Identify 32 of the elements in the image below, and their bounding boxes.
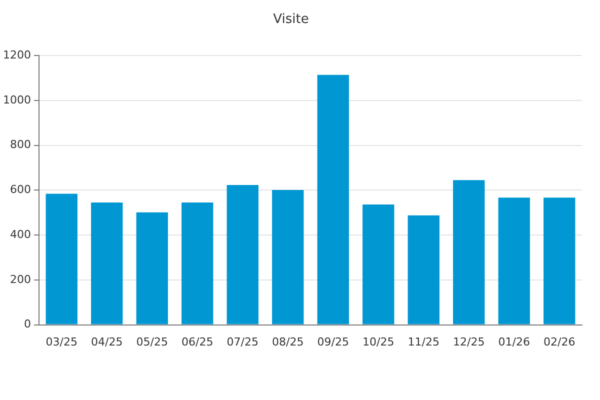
x-tick-label: 04/25 xyxy=(91,335,123,348)
y-tick-label: 600 xyxy=(10,183,31,196)
bar xyxy=(182,202,214,324)
bar xyxy=(91,202,123,324)
bar xyxy=(317,74,349,324)
x-tick-label: 05/25 xyxy=(136,335,168,348)
y-tick-label: 0 xyxy=(24,318,31,331)
y-tick-label: 400 xyxy=(10,228,31,241)
bar xyxy=(362,204,394,324)
x-tick-label: 06/25 xyxy=(182,335,214,348)
bar xyxy=(272,190,304,324)
bar xyxy=(408,215,440,324)
bar xyxy=(46,194,78,324)
x-tick-label: 01/26 xyxy=(498,335,530,348)
x-tick-label: 02/26 xyxy=(544,335,576,348)
x-tick-label: 11/25 xyxy=(408,335,440,348)
y-tick-label: 200 xyxy=(10,272,31,286)
bar xyxy=(226,185,258,324)
bar xyxy=(136,212,168,324)
y-tick-label: 800 xyxy=(10,138,31,152)
y-tick-label: 1000 xyxy=(2,93,31,106)
x-tick-label: 08/25 xyxy=(272,335,304,348)
x-tick-label: 10/25 xyxy=(362,335,394,348)
x-tick-label: 12/25 xyxy=(453,335,485,348)
bar xyxy=(498,198,530,324)
y-tick-label: 1200 xyxy=(2,48,31,62)
x-tick-label: 07/25 xyxy=(226,335,258,348)
x-tick-label: 03/25 xyxy=(46,335,78,348)
chart-title: Visite xyxy=(273,12,309,28)
bar xyxy=(453,180,485,324)
bar xyxy=(544,198,576,324)
x-tick-label: 09/25 xyxy=(317,335,349,348)
